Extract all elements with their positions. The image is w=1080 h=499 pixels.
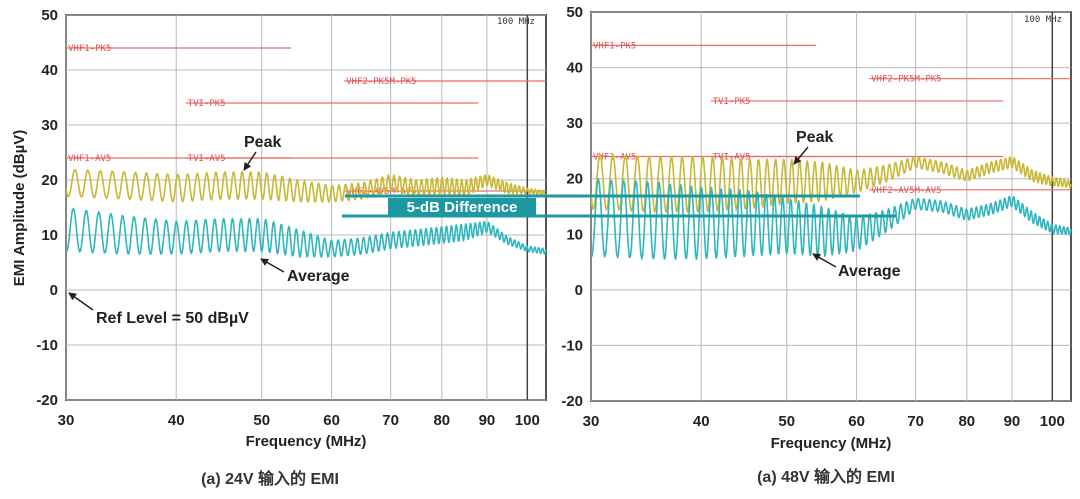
limit-line-label: VHF1-PK5 [593, 41, 636, 51]
series-48v [590, 154, 1072, 261]
y-tick-label: 20 [41, 172, 58, 189]
average-arrow-24v [260, 258, 285, 273]
y-tick-label: 20 [566, 171, 583, 188]
limit-line-label: TVI-AV5 [188, 154, 226, 164]
x-tick-label: 40 [693, 413, 710, 430]
rbw-label-48v: 100 MHz [1024, 15, 1062, 25]
series-average-48v [590, 178, 1072, 261]
x-tick-label: 70 [382, 412, 399, 429]
x-tick-label: 100 [1040, 413, 1065, 430]
y-tick-label: -20 [36, 392, 58, 409]
chart-48v: VHF1-PK5 VHF2-PK5M-PK5 TVI-PK5 VHF1-AV5 TVI-… [561, 4, 1072, 486]
ref-level-arrow-24v [68, 292, 94, 311]
x-axis-label-24v: Frequency (MHz) [246, 433, 367, 450]
x-tick-label: 40 [168, 412, 185, 429]
chart-24v: VHF1-PK5 VHF2-PK5M-PK5 TVI-PK5 VHF1-AV5 TVI-… [36, 7, 547, 488]
series-peak-24v [65, 169, 547, 203]
x-tick-label: 80 [433, 412, 450, 429]
y-tick-label: -10 [561, 337, 583, 354]
difference-label-bg [388, 198, 536, 215]
y-tick-label: 0 [575, 282, 583, 299]
limit-line-label: VHF2-PK5M-PK5 [346, 77, 416, 87]
x-tick-label: 90 [479, 412, 496, 429]
limit-line-label: VHF1-AV5 [593, 152, 636, 162]
rbw-label-24v: 100 MHz [497, 17, 535, 27]
x-tick-label: 50 [253, 412, 270, 429]
series-peak-48v [590, 154, 1072, 213]
x-tick-label: 30 [58, 412, 75, 429]
series-24v [65, 169, 547, 258]
limit-line-label: TVI-PK5 [188, 99, 226, 109]
grid-24v [65, 14, 546, 401]
x-tick-label: 100 [515, 412, 540, 429]
limit-line-label: TVI-AV5 [713, 152, 751, 162]
difference-label: 5-dB Difference [407, 199, 518, 216]
y-tick-label: 40 [566, 60, 583, 77]
y-tick-label: 50 [41, 7, 58, 24]
y-tick-label: -20 [561, 393, 583, 410]
x-tick-label: 70 [907, 413, 924, 430]
limit-lines-48v: VHF1-PK5 VHF2-PK5M-PK5 TVI-PK5 VHF1-AV5 TVI-… [591, 41, 1071, 196]
y-tick-label: 0 [50, 282, 58, 299]
x-tick-label: 90 [1004, 413, 1021, 430]
limit-line-label: VHF1-PK5 [68, 44, 111, 54]
limit-line-label: VHF1-AV5 [68, 154, 111, 164]
x-tick-label: 50 [778, 413, 795, 430]
limit-line-label: VHF2-AV5M-AV5 [871, 186, 941, 196]
x-tick-label: 30 [583, 413, 600, 430]
y-tick-label: 10 [566, 226, 583, 243]
caption-48v: (a) 48V 输入的 EMI [757, 467, 895, 486]
ref-level-annotation-24v: Ref Level = 50 dBµV [96, 310, 249, 327]
average-annotation-24v: Average [287, 268, 350, 285]
y-tick-label: 30 [566, 115, 583, 132]
series-average-24v [65, 207, 547, 258]
y-tick-label: 50 [566, 4, 583, 21]
y-tick-label: 30 [41, 117, 58, 134]
peak-annotation-48v: Peak [796, 129, 833, 146]
x-tick-label: 60 [323, 412, 340, 429]
average-annotation-48v: Average [838, 263, 901, 280]
difference-marker: 5-dB Difference [342, 194, 896, 218]
x-tick-label: 80 [958, 413, 975, 430]
average-arrow-48v [812, 253, 837, 268]
x-tick-label: 60 [848, 413, 865, 430]
peak-arrow-24v [243, 151, 257, 171]
limit-line-label: VHF2-AV5M-AV5 [346, 187, 416, 197]
limit-line-label: TVI-PK5 [713, 97, 751, 107]
grid-48v [590, 11, 1071, 402]
limit-line-label: VHF2-PK5M-PK5 [871, 75, 941, 85]
y-tick-label: 40 [41, 62, 58, 79]
x-axis-label-48v: Frequency (MHz) [771, 435, 892, 452]
caption-24v: (a) 24V 输入的 EMI [201, 469, 339, 488]
peak-annotation-24v: Peak [244, 134, 281, 151]
peak-arrow-48v [793, 146, 809, 165]
y-tick-label: 10 [41, 227, 58, 244]
y-tick-label: -10 [36, 337, 58, 354]
y-axis-label: EMI Amplitude (dBµV) [11, 130, 28, 286]
